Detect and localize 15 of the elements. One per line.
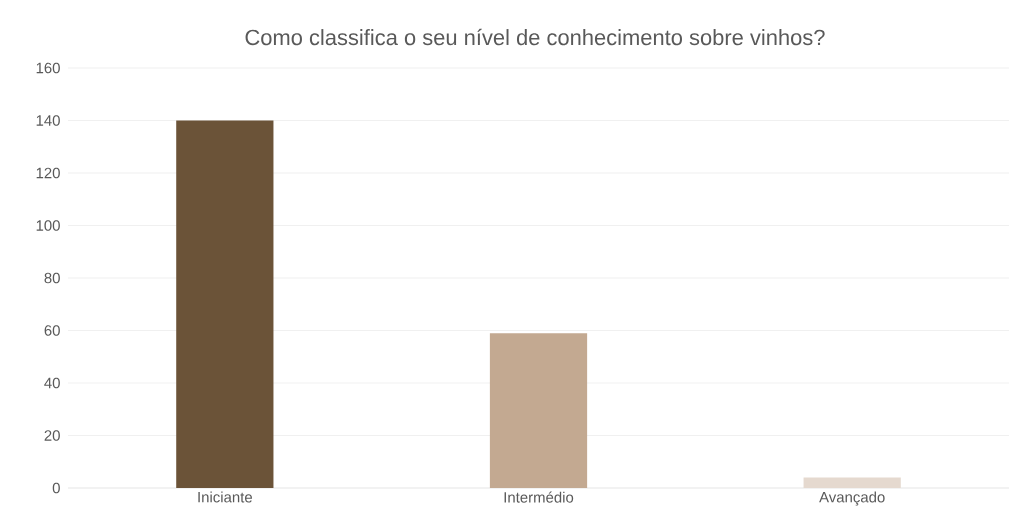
y-tick-label: 100: [36, 220, 60, 231]
y-tick-label: 120: [36, 167, 60, 179]
y-tick-label: 0: [52, 482, 60, 494]
x-tick-label: Intermédio: [504, 491, 574, 503]
y-tick-label: 80: [44, 272, 60, 284]
y-tick-label: 40: [44, 377, 60, 389]
y-tick-label: 160: [36, 62, 60, 74]
bar: [176, 120, 274, 488]
chart-title: Como classifica o seu nível de conhecimento sobre vinhos?: [245, 28, 825, 46]
y-tick-label: 20: [44, 430, 60, 441]
y-tick-label: 60: [44, 325, 60, 336]
y-tick-label: 140: [36, 115, 60, 126]
x-tick-label: Iniciante: [198, 491, 252, 503]
bar: [489, 333, 588, 488]
x-tick-label: Avançado: [819, 491, 885, 506]
